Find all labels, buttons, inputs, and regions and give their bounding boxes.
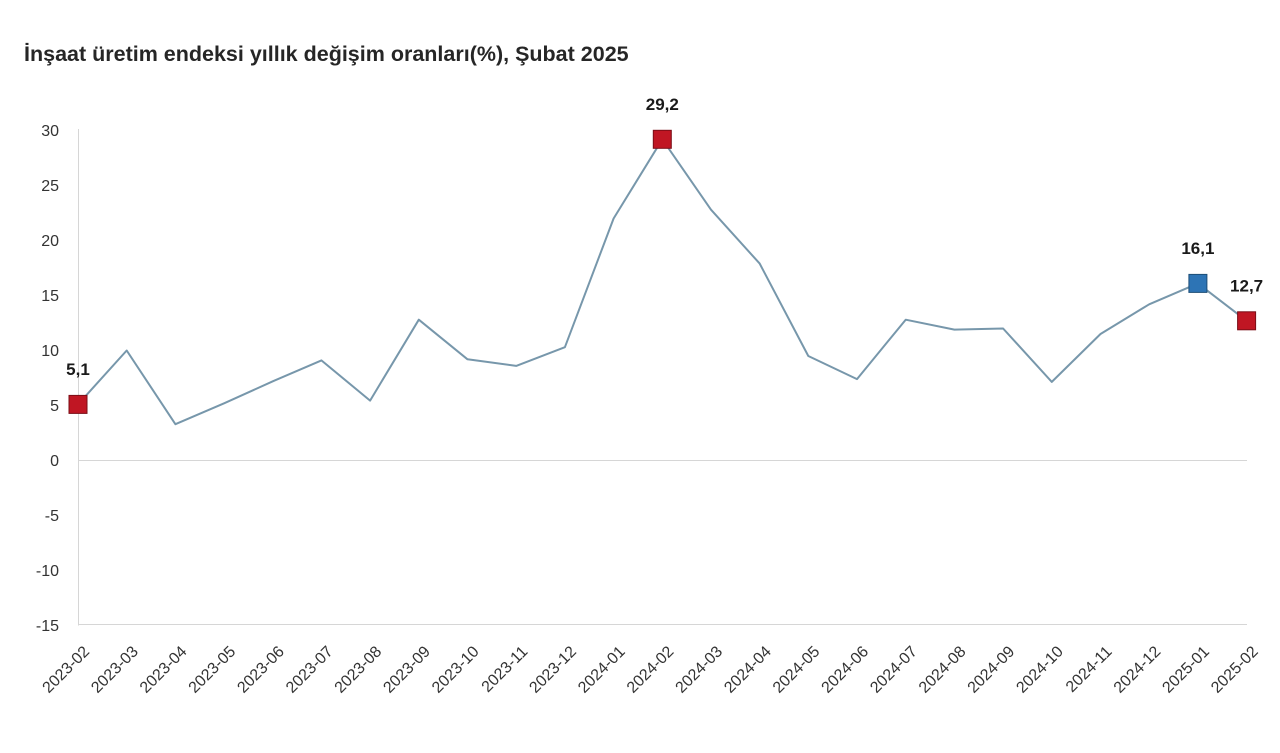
svg-text:15: 15 bbox=[41, 288, 59, 305]
svg-text:2023-04: 2023-04 bbox=[137, 643, 191, 697]
svg-text:0: 0 bbox=[50, 453, 59, 470]
svg-text:2024-03: 2024-03 bbox=[673, 643, 727, 697]
svg-text:-15: -15 bbox=[36, 618, 59, 635]
svg-text:2023-11: 2023-11 bbox=[479, 643, 532, 696]
svg-text:2023-06: 2023-06 bbox=[234, 643, 288, 697]
svg-text:2024-01: 2024-01 bbox=[575, 643, 629, 697]
svg-text:2024-08: 2024-08 bbox=[916, 643, 970, 697]
svg-text:2023-12: 2023-12 bbox=[526, 643, 580, 697]
svg-text:2024-02: 2024-02 bbox=[624, 643, 678, 697]
svg-text:20: 20 bbox=[41, 233, 59, 250]
svg-text:2024-11: 2024-11 bbox=[1063, 643, 1116, 696]
svg-text:2023-05: 2023-05 bbox=[186, 643, 240, 697]
svg-text:2023-07: 2023-07 bbox=[283, 643, 337, 697]
svg-text:2025-02: 2025-02 bbox=[1208, 643, 1262, 697]
svg-text:İnşaat üretim endeksi yıllık d: İnşaat üretim endeksi yıllık değişim ora… bbox=[24, 42, 629, 66]
svg-text:12,7: 12,7 bbox=[1230, 276, 1263, 295]
svg-text:5: 5 bbox=[50, 398, 59, 415]
svg-text:2024-04: 2024-04 bbox=[721, 643, 775, 697]
svg-text:2023-10: 2023-10 bbox=[429, 643, 483, 697]
svg-text:2024-05: 2024-05 bbox=[770, 643, 824, 697]
svg-text:2025-01: 2025-01 bbox=[1159, 643, 1213, 697]
svg-text:2024-12: 2024-12 bbox=[1111, 643, 1165, 697]
svg-text:2023-03: 2023-03 bbox=[88, 643, 142, 697]
svg-text:2024-10: 2024-10 bbox=[1013, 643, 1067, 697]
svg-text:-5: -5 bbox=[45, 508, 59, 525]
svg-text:2024-09: 2024-09 bbox=[965, 643, 1019, 697]
svg-text:2023-02: 2023-02 bbox=[40, 643, 94, 697]
svg-text:10: 10 bbox=[41, 343, 59, 360]
svg-text:2023-08: 2023-08 bbox=[332, 643, 386, 697]
svg-text:2024-06: 2024-06 bbox=[819, 643, 873, 697]
svg-text:2023-09: 2023-09 bbox=[380, 643, 434, 697]
svg-text:30: 30 bbox=[41, 123, 59, 140]
svg-text:5,1: 5,1 bbox=[66, 360, 90, 379]
svg-text:2024-07: 2024-07 bbox=[867, 643, 921, 697]
svg-text:-10: -10 bbox=[36, 563, 59, 580]
svg-text:25: 25 bbox=[41, 178, 59, 195]
svg-text:29,2: 29,2 bbox=[646, 95, 679, 114]
svg-text:16,1: 16,1 bbox=[1181, 239, 1214, 258]
